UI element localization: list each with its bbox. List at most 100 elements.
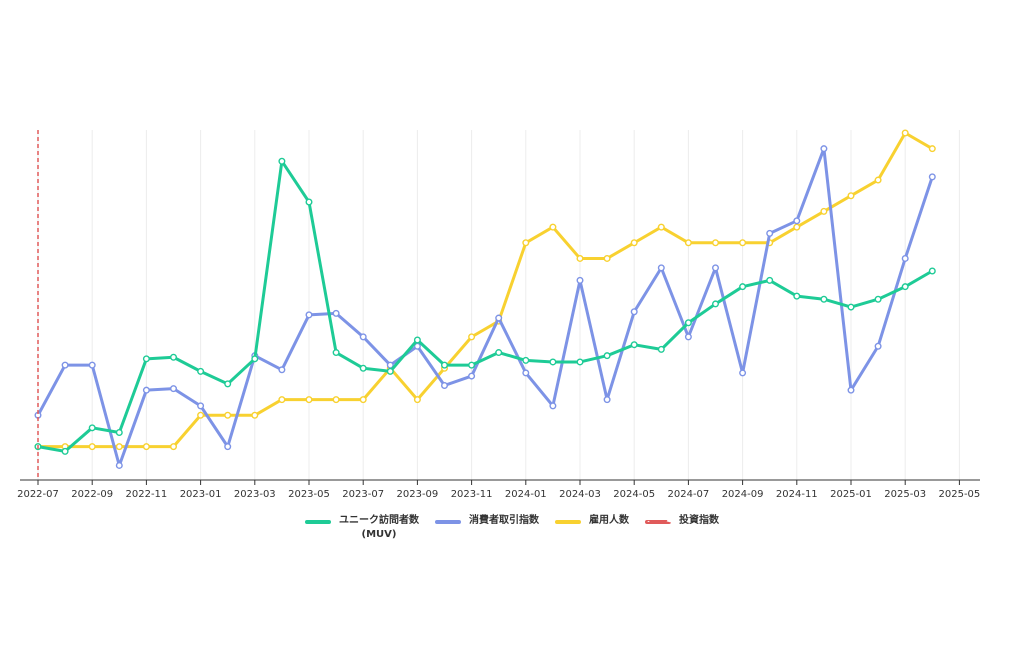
point-consumer-2023-11[interactable] [468, 372, 476, 380]
point-muv-2023-03[interactable] [251, 355, 259, 363]
point-employment-2022-09[interactable] [88, 443, 96, 451]
point-employment-2024-03[interactable] [576, 254, 584, 262]
point-muv-2025-03[interactable] [901, 283, 909, 291]
point-consumer-2024-09[interactable] [739, 369, 747, 377]
legend: ユニーク訪問者数 (MUV) 消費者取引指数 雇用人数 投資指数 [0, 514, 1024, 542]
point-muv-2022-11[interactable] [142, 355, 150, 363]
point-consumer-2025-01[interactable] [847, 386, 855, 394]
point-muv-2023-08[interactable] [386, 367, 394, 375]
point-consumer-2024-01[interactable] [522, 369, 530, 377]
point-consumer-2022-10[interactable] [115, 461, 123, 469]
point-consumer-2024-05[interactable] [630, 308, 638, 316]
point-muv-2024-11[interactable] [793, 292, 801, 300]
point-consumer-2023-02[interactable] [224, 443, 232, 451]
point-employment-2022-12[interactable] [169, 443, 177, 451]
point-muv-2023-10[interactable] [441, 361, 449, 369]
point-employment-2024-02[interactable] [549, 223, 557, 231]
point-employment-2023-03[interactable] [251, 411, 259, 419]
point-consumer-2023-01[interactable] [197, 402, 205, 410]
point-muv-2024-06[interactable] [657, 345, 665, 353]
point-muv-2023-12[interactable] [495, 349, 503, 357]
point-employment-2023-05[interactable] [305, 396, 313, 404]
point-consumer-2024-02[interactable] [549, 402, 557, 410]
point-muv-2022-09[interactable] [88, 424, 96, 432]
point-muv-2023-01[interactable] [197, 367, 205, 375]
point-muv-2024-08[interactable] [712, 300, 720, 308]
point-muv-2023-11[interactable] [468, 361, 476, 369]
legend-item-investment[interactable]: 投資指数 [645, 514, 719, 528]
series-muv [34, 157, 936, 455]
point-consumer-2023-10[interactable] [441, 381, 449, 389]
point-consumer-2025-02[interactable] [874, 342, 882, 350]
point-muv-2022-12[interactable] [169, 353, 177, 361]
point-employment-2024-05[interactable] [630, 239, 638, 247]
point-consumer-2024-11[interactable] [793, 217, 801, 225]
point-muv-2024-02[interactable] [549, 358, 557, 366]
point-employment-2023-04[interactable] [278, 396, 286, 404]
series-lines [34, 129, 936, 469]
point-muv-2023-02[interactable] [224, 380, 232, 388]
point-muv-2022-08[interactable] [61, 447, 69, 455]
point-employment-2023-09[interactable] [413, 396, 421, 404]
point-employment-2025-04[interactable] [928, 145, 936, 153]
point-consumer-2022-08[interactable] [61, 361, 69, 369]
point-consumer-2025-04[interactable] [928, 173, 936, 181]
point-consumer-2024-12[interactable] [820, 145, 828, 153]
series-line-employment [36, 131, 934, 449]
legend-item-consumer[interactable]: 消費者取引指数 [435, 514, 539, 528]
legend-item-employment[interactable]: 雇用人数 [555, 514, 629, 528]
point-consumer-2023-05[interactable] [305, 311, 313, 319]
point-employment-2024-08[interactable] [712, 239, 720, 247]
point-consumer-2023-12[interactable] [495, 314, 503, 322]
point-employment-2024-12[interactable] [820, 207, 828, 215]
point-muv-2022-10[interactable] [115, 429, 123, 437]
point-employment-2024-06[interactable] [657, 223, 665, 231]
point-employment-2025-03[interactable] [901, 129, 909, 137]
point-muv-2024-07[interactable] [684, 319, 692, 327]
point-employment-2023-01[interactable] [197, 411, 205, 419]
point-consumer-2023-06[interactable] [332, 309, 340, 317]
point-employment-2023-07[interactable] [359, 396, 367, 404]
point-employment-2022-11[interactable] [142, 443, 150, 451]
point-employment-2023-02[interactable] [224, 411, 232, 419]
point-employment-2023-11[interactable] [468, 333, 476, 341]
point-muv-2025-04[interactable] [928, 267, 936, 275]
point-muv-2023-09[interactable] [413, 336, 421, 344]
point-consumer-2024-04[interactable] [603, 396, 611, 404]
point-muv-2023-05[interactable] [305, 198, 313, 206]
point-consumer-2024-03[interactable] [576, 276, 584, 284]
point-employment-2025-02[interactable] [874, 176, 882, 184]
point-consumer-2023-04[interactable] [278, 366, 286, 374]
point-muv-2024-10[interactable] [766, 276, 774, 284]
point-muv-2024-01[interactable] [522, 356, 530, 364]
point-muv-2024-04[interactable] [603, 352, 611, 360]
point-muv-2023-06[interactable] [332, 349, 340, 357]
point-muv-2023-04[interactable] [278, 157, 286, 165]
legend-item-muv[interactable]: ユニーク訪問者数 (MUV) [305, 514, 419, 542]
point-muv-2024-03[interactable] [576, 358, 584, 366]
point-consumer-2022-11[interactable] [142, 386, 150, 394]
point-consumer-2022-09[interactable] [88, 361, 96, 369]
point-employment-2024-04[interactable] [603, 254, 611, 262]
point-employment-2024-07[interactable] [684, 239, 692, 247]
point-employment-2024-09[interactable] [739, 239, 747, 247]
point-consumer-2024-06[interactable] [657, 264, 665, 272]
point-consumer-2024-10[interactable] [766, 229, 774, 237]
point-consumer-2024-07[interactable] [684, 333, 692, 341]
point-employment-2025-01[interactable] [847, 192, 855, 200]
point-employment-2023-06[interactable] [332, 396, 340, 404]
point-consumer-2022-12[interactable] [169, 385, 177, 393]
point-muv-2024-09[interactable] [739, 283, 747, 291]
point-employment-2024-11[interactable] [793, 223, 801, 231]
point-muv-2025-01[interactable] [847, 303, 855, 311]
point-consumer-2024-08[interactable] [712, 264, 720, 272]
point-muv-2024-12[interactable] [820, 295, 828, 303]
point-muv-2025-02[interactable] [874, 295, 882, 303]
point-muv-2023-07[interactable] [359, 364, 367, 372]
point-employment-2024-01[interactable] [522, 239, 530, 247]
point-consumer-2023-07[interactable] [359, 333, 367, 341]
point-muv-2024-05[interactable] [630, 341, 638, 349]
point-consumer-2025-03[interactable] [901, 254, 909, 262]
point-employment-2022-10[interactable] [115, 443, 123, 451]
